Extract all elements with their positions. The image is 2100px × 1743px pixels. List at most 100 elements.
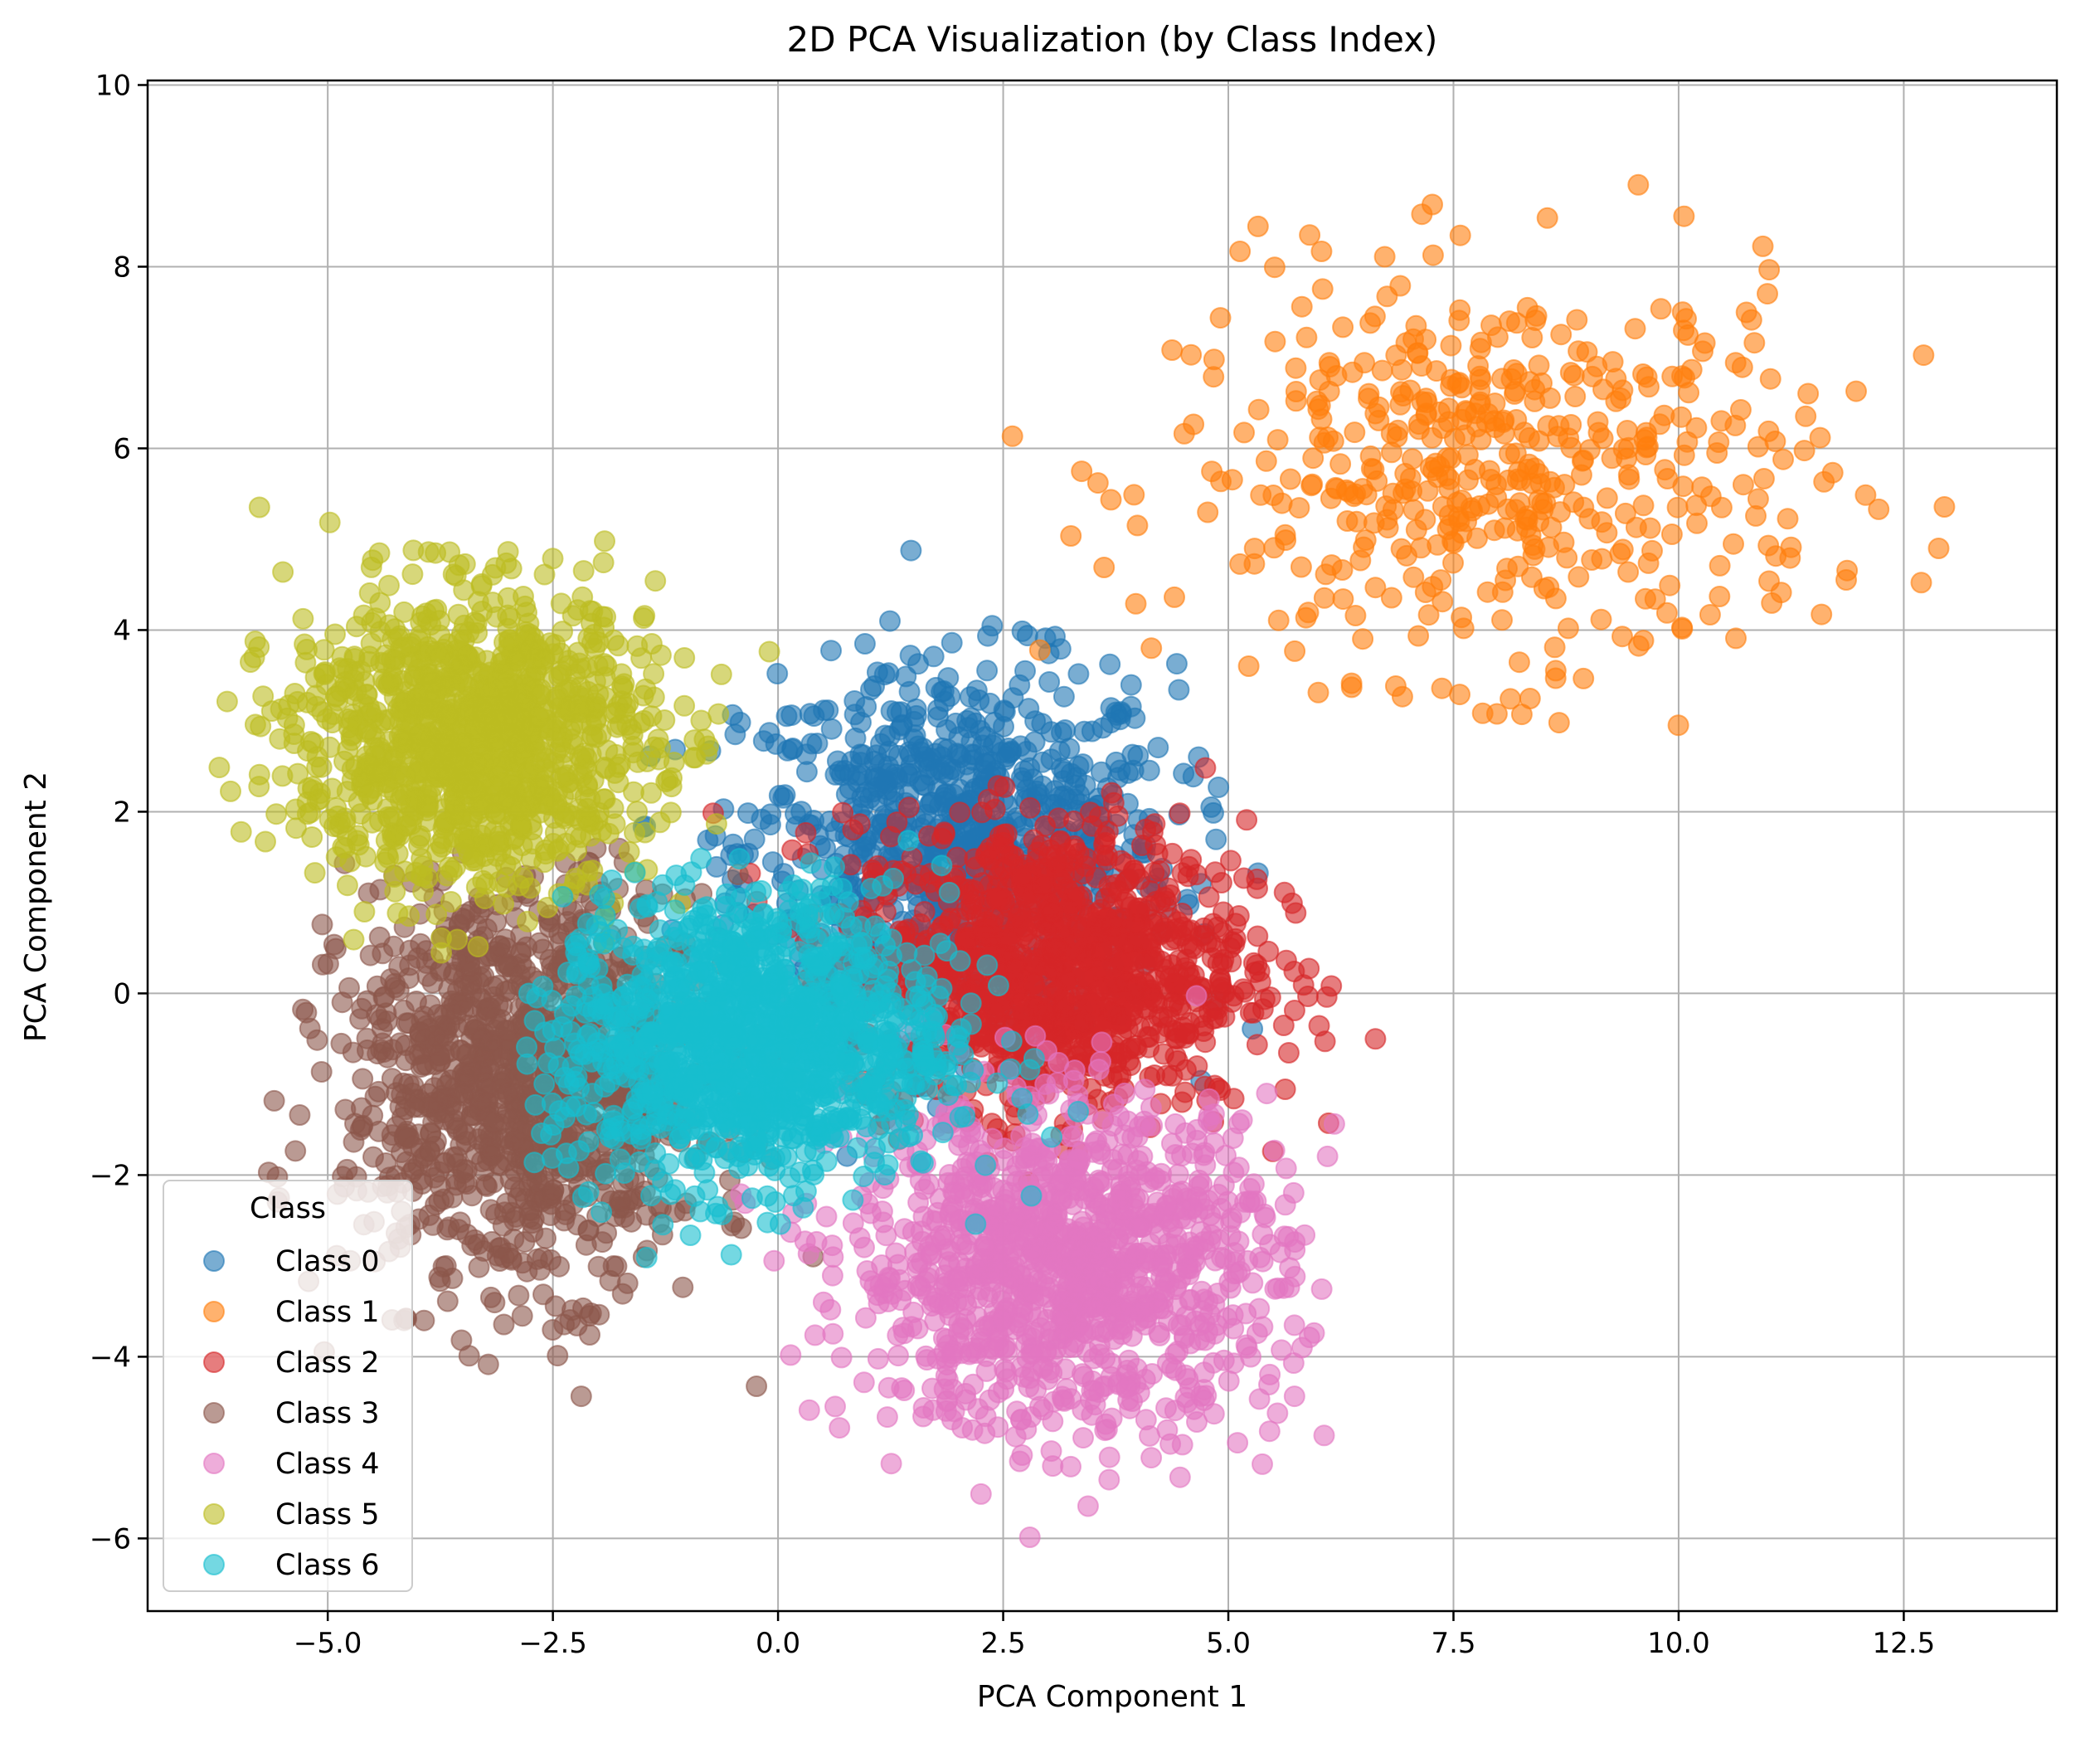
data-point xyxy=(1031,1168,1051,1188)
data-point xyxy=(1097,1419,1117,1439)
data-point xyxy=(1369,397,1389,417)
data-point xyxy=(932,738,952,758)
data-point xyxy=(1248,217,1268,236)
data-point xyxy=(1128,1151,1148,1171)
data-point xyxy=(1020,1527,1040,1547)
data-point xyxy=(1285,1240,1305,1260)
data-point xyxy=(1693,341,1713,361)
data-point xyxy=(1257,451,1276,471)
data-point xyxy=(1156,1398,1176,1418)
data-point xyxy=(615,1207,634,1227)
data-point xyxy=(1135,1079,1155,1099)
data-point xyxy=(289,1105,309,1125)
data-point xyxy=(1054,687,1074,707)
data-point xyxy=(854,1372,874,1392)
data-point xyxy=(1136,955,1156,975)
data-point xyxy=(868,1349,888,1369)
data-point xyxy=(1723,534,1743,554)
data-point xyxy=(957,1152,977,1172)
data-point xyxy=(1213,954,1232,974)
data-point xyxy=(1143,987,1163,1007)
data-point xyxy=(1252,1317,1272,1336)
data-point xyxy=(1634,495,1654,515)
data-point xyxy=(1009,675,1029,695)
data-point xyxy=(489,1239,509,1259)
data-point xyxy=(352,1069,372,1088)
data-point xyxy=(1150,1280,1170,1300)
data-point xyxy=(1412,204,1432,224)
data-point xyxy=(1109,927,1129,947)
data-point xyxy=(1205,862,1225,882)
data-point xyxy=(942,633,962,653)
data-point xyxy=(453,1163,473,1183)
data-point xyxy=(542,1195,561,1215)
data-point xyxy=(1020,798,1040,818)
data-point xyxy=(1101,489,1121,509)
data-point xyxy=(1674,320,1694,340)
data-point xyxy=(1440,505,1460,525)
data-point xyxy=(1042,749,1062,769)
data-point xyxy=(1091,1032,1111,1052)
data-point xyxy=(1276,530,1295,550)
data-point xyxy=(1709,587,1729,606)
data-point xyxy=(1451,226,1470,246)
data-point xyxy=(1333,560,1353,580)
data-point xyxy=(942,1409,962,1429)
data-point xyxy=(913,1406,933,1426)
data-point xyxy=(1315,1425,1334,1445)
data-point xyxy=(875,665,895,684)
data-point xyxy=(1673,302,1693,322)
data-point xyxy=(1397,333,1417,353)
data-point xyxy=(908,1193,928,1213)
data-point xyxy=(1415,509,1435,529)
data-point xyxy=(1354,353,1374,372)
data-point xyxy=(1934,497,1954,517)
data-point xyxy=(895,1219,915,1239)
data-point xyxy=(1373,361,1393,381)
data-point xyxy=(1549,713,1569,733)
data-point xyxy=(1309,683,1329,703)
data-point xyxy=(1155,888,1174,908)
data-point xyxy=(746,1376,766,1396)
data-point xyxy=(1179,1244,1198,1263)
data-point xyxy=(1250,962,1270,981)
data-point xyxy=(1145,1204,1164,1224)
data-point xyxy=(399,1074,419,1094)
data-point xyxy=(1558,618,1578,638)
data-point xyxy=(1184,415,1203,435)
data-point xyxy=(571,1386,591,1406)
data-point xyxy=(1100,655,1120,674)
data-point xyxy=(1485,393,1505,413)
data-point xyxy=(888,1346,908,1366)
data-point xyxy=(1092,1112,1112,1132)
data-point xyxy=(1218,1191,1238,1211)
data-point xyxy=(1061,1457,1081,1477)
data-point xyxy=(389,957,409,976)
data-point xyxy=(1255,990,1275,1010)
data-point xyxy=(1618,562,1638,582)
data-point xyxy=(1038,1084,1058,1104)
data-point xyxy=(1193,926,1213,946)
data-point xyxy=(829,1418,849,1438)
data-point xyxy=(897,763,917,783)
data-point xyxy=(1493,582,1513,602)
data-point xyxy=(429,1092,449,1112)
data-point xyxy=(1520,689,1540,708)
data-point xyxy=(1761,369,1781,389)
data-point xyxy=(1726,353,1746,372)
data-point xyxy=(1345,606,1365,626)
data-point xyxy=(1392,539,1412,559)
data-point xyxy=(443,1268,463,1288)
data-point xyxy=(1030,640,1050,660)
data-point xyxy=(372,943,392,963)
data-point xyxy=(971,1484,991,1504)
data-point xyxy=(1057,1008,1077,1028)
data-point xyxy=(1081,1003,1101,1023)
data-point xyxy=(1069,1249,1089,1269)
data-point xyxy=(404,1098,424,1117)
data-point xyxy=(1519,372,1539,392)
data-point xyxy=(1382,424,1402,444)
data-point xyxy=(924,646,944,666)
data-point xyxy=(976,925,996,945)
data-point xyxy=(1128,1127,1148,1147)
